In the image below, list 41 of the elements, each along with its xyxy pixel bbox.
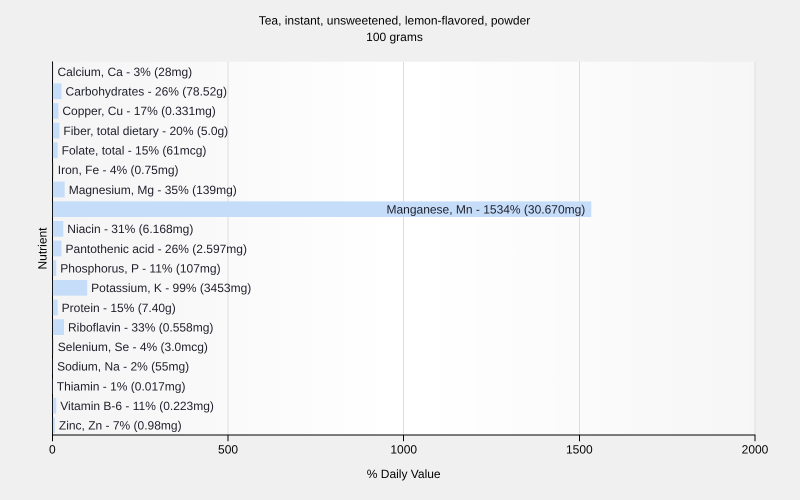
y-tick-label: Potassium, K - 99% (3453mg)	[91, 281, 252, 296]
bar	[52, 182, 65, 198]
bar	[52, 319, 64, 335]
x-tick-label: 0	[49, 442, 56, 457]
x-tick-label: 500	[218, 442, 238, 457]
bar	[52, 280, 88, 296]
y-tick-label: Fiber, total dietary - 20% (5.0g)	[63, 124, 228, 138]
bar	[52, 122, 60, 138]
bar	[52, 103, 58, 119]
bar	[52, 240, 62, 256]
y-tick-label: Protein - 15% (7.40g)	[62, 300, 176, 315]
y-tick-label: Iron, Fe - 4% (0.75mg)	[58, 163, 179, 178]
y-tick-label: Manganese, Mn - 1534% (30.670mg)	[386, 202, 586, 217]
y-axis-title: Nutrient	[36, 226, 50, 270]
x-tick-label: 1500	[566, 442, 594, 457]
y-tick-label: Calcium, Ca - 3% (28mg)	[57, 64, 192, 79]
bar	[52, 201, 592, 218]
y-tick-label: Magnesium, Mg - 35% (139mg)	[68, 182, 237, 197]
y-tick-label: Thiamin - 1% (0.017mg)	[56, 379, 186, 394]
chart-subtitle: 100 grams	[366, 30, 423, 44]
chart-title: Tea, instant, unsweetened, lemon-flavored, powder	[258, 14, 530, 28]
y-tick-label: Zinc, Zn - 7% (0.98mg)	[58, 418, 182, 433]
y-tick-label: Sodium, Na - 2% (55mg)	[57, 360, 190, 374]
y-tick-label: Pantothenic acid - 26% (2.597mg)	[66, 242, 247, 256]
bar	[52, 260, 56, 276]
x-tick-label: 1000	[390, 442, 418, 457]
bar	[52, 300, 58, 316]
y-tick-label: Selenium, Se - 4% (3.0mcg)	[58, 340, 208, 354]
y-tick-label: Vitamin B-6 - 11% (0.223mg)	[60, 399, 214, 414]
bar	[52, 220, 64, 237]
y-tick-label: Niacin - 31% (6.168mg)	[67, 222, 194, 236]
bar	[52, 398, 56, 414]
x-axis-title: % Daily Value	[366, 467, 441, 482]
y-tick-label: Riboflavin - 33% (0.558mg)	[68, 320, 214, 334]
y-tick-label: Copper, Cu - 17% (0.331mg)	[62, 104, 216, 118]
y-tick-label: Phosphorus, P - 11% (107mg)	[60, 261, 221, 276]
bar	[52, 142, 58, 158]
y-tick-label: Carbohydrates - 26% (78.52g)	[66, 84, 227, 99]
bar	[52, 83, 62, 100]
y-tick-label: Folate, total - 15% (61mcg)	[62, 144, 206, 158]
x-tick-label: 2000	[742, 442, 769, 457]
